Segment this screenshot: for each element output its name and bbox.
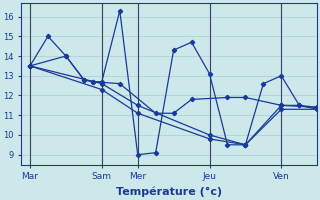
X-axis label: Température (°c): Température (°c) — [116, 187, 222, 197]
